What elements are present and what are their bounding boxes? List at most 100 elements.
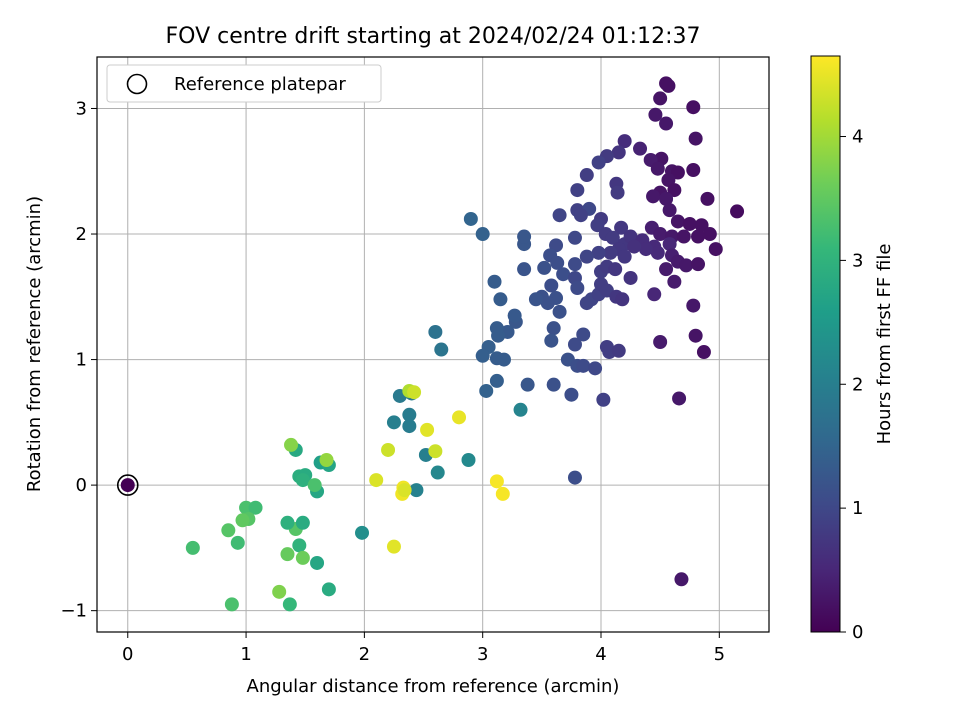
scatter-point <box>295 515 310 530</box>
legend-reference-marker <box>126 73 148 95</box>
scatter-point <box>397 483 412 498</box>
scatter-point <box>307 478 322 493</box>
scatter-point <box>282 597 297 612</box>
scatter-point <box>517 262 532 277</box>
x-tick-label: 4 <box>595 644 606 665</box>
scatter-point <box>688 131 703 146</box>
scatter-point <box>603 245 618 260</box>
y-tick-label: 2 <box>76 224 87 245</box>
scatter-point <box>567 337 582 352</box>
scatter-point <box>661 78 676 93</box>
scatter-point <box>686 298 701 313</box>
legend-box <box>106 64 382 103</box>
scatter-point <box>610 185 625 200</box>
scatter-point <box>546 321 561 336</box>
scatter-point <box>670 165 685 180</box>
scatter-point <box>369 473 384 488</box>
x-axis-label: Angular distance from reference (arcmin) <box>247 676 620 697</box>
scatter-point <box>648 107 663 122</box>
scatter-point <box>546 377 561 392</box>
scatter-point <box>540 296 555 311</box>
colorbar-tick-label: 0 <box>852 622 863 643</box>
scatter-point <box>567 470 582 485</box>
scatter-point <box>588 361 603 376</box>
scatter-point <box>653 227 668 242</box>
scatter-point <box>386 539 401 554</box>
scatter-point <box>185 540 200 555</box>
y-axis-label: Rotation from reference (arcmin) <box>24 196 45 492</box>
scatter-point <box>489 373 504 388</box>
scatter-point <box>248 500 263 515</box>
scatter-point <box>475 227 490 242</box>
scatter-point <box>700 191 715 206</box>
scatter-point <box>235 513 250 528</box>
scatter-point <box>576 358 591 373</box>
x-tick-label: 2 <box>359 644 370 665</box>
scatter-point <box>552 208 567 223</box>
scatter-point <box>428 444 443 459</box>
reference-platepar-marker <box>116 474 139 496</box>
scatter-point <box>615 292 630 307</box>
scatter-point <box>461 453 476 468</box>
scatter-point <box>434 342 449 357</box>
scatter-point <box>605 230 620 245</box>
scatter-point <box>576 327 591 342</box>
scatter-point <box>284 437 299 452</box>
scatter-point <box>682 216 697 231</box>
scatter-point <box>479 383 494 398</box>
scatter-point <box>653 334 668 349</box>
scatter-point <box>402 407 417 422</box>
scatter-point <box>667 274 682 289</box>
x-tick-label: 0 <box>122 644 133 665</box>
scatter-point <box>496 352 511 367</box>
y-tick-label: 0 <box>76 475 87 496</box>
scatter-point <box>617 249 632 264</box>
scatter-point <box>662 237 677 252</box>
data-points <box>116 76 745 612</box>
scatter-point <box>272 584 287 599</box>
scatter-point <box>686 100 701 115</box>
scatter-point <box>420 422 435 437</box>
scatter-point <box>221 523 236 538</box>
scatter-point <box>489 474 504 489</box>
scatter-point <box>579 168 594 183</box>
scatter-point <box>647 287 662 302</box>
scatter-point <box>611 145 626 160</box>
legend-entry-reference: Reference platepar <box>174 74 346 95</box>
scatter-point <box>659 116 674 131</box>
y-axis-ticks: −1 0 1 2 3 <box>60 98 97 622</box>
scatter-point <box>310 555 325 570</box>
plot-area-frame <box>96 56 770 633</box>
y-tick-label: 1 <box>76 350 87 371</box>
scatter-point <box>614 220 629 235</box>
scatter-point <box>590 218 605 233</box>
scatter-point <box>513 402 528 417</box>
y-tick-label: −1 <box>60 601 87 622</box>
scatter-point <box>659 191 674 206</box>
scatter-point <box>517 229 532 244</box>
scatter-point <box>708 242 723 257</box>
scatter-point <box>495 486 510 501</box>
scatter-point <box>676 229 691 244</box>
scatter-point <box>691 229 706 244</box>
scatter-point <box>686 162 701 177</box>
scatter-point <box>120 478 135 493</box>
scatter-point <box>355 525 370 540</box>
scatter-point <box>623 270 638 285</box>
scatter-point <box>702 227 717 242</box>
scatter-point <box>493 292 508 307</box>
scatter-point <box>650 161 665 176</box>
scatter-point <box>653 91 668 106</box>
scatter-point <box>544 333 559 348</box>
scatter-point <box>573 208 588 223</box>
scatter-point <box>280 515 295 530</box>
colorbar-gradient <box>810 55 841 633</box>
scatter-point <box>617 134 632 149</box>
y-tick-label: 3 <box>76 98 87 119</box>
scatter-point <box>591 155 606 170</box>
scatter-point <box>520 377 535 392</box>
colorbar-tick-label: 3 <box>852 250 863 271</box>
x-tick-label: 1 <box>240 644 251 665</box>
chart-title: FOV centre drift starting at 2024/02/24 … <box>166 24 701 49</box>
